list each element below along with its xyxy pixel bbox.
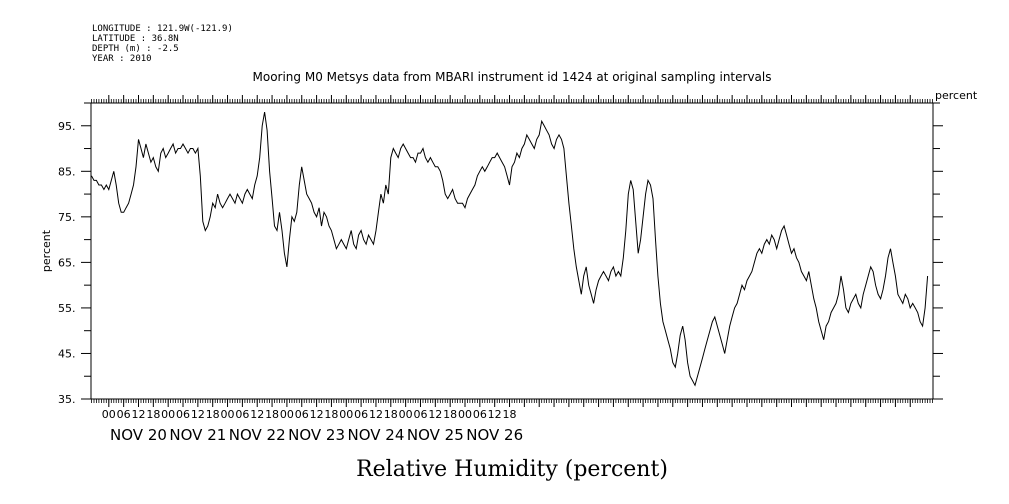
y-tick-label: 45.: [58, 347, 76, 360]
y-tick-label: 35.: [58, 393, 76, 406]
x-tick-label: 06: [235, 408, 249, 421]
day-label: NOV 24: [348, 426, 405, 444]
x-minor-ticks: [91, 99, 933, 403]
x-tick-label: 00: [161, 408, 175, 421]
day-label: NOV 23: [288, 426, 345, 444]
x-tick-label: 12: [191, 408, 205, 421]
x-tick-label: 00: [102, 408, 116, 421]
right-unit-label: percent: [935, 89, 978, 102]
x-tick-label: 06: [354, 408, 368, 421]
x-tick-label: 18: [265, 408, 279, 421]
x-axis-title: Relative Humidity (percent): [356, 457, 668, 482]
x-tick-label: 12: [250, 408, 264, 421]
x-tick-label: 18: [503, 408, 517, 421]
x-tick-label: 12: [131, 408, 145, 421]
x-tick-label: 18: [384, 408, 398, 421]
latitude-label: LATITUDE : 36.8N: [92, 34, 179, 44]
series-layer: [91, 112, 929, 387]
x-tick-label: 06: [176, 408, 190, 421]
tick-marks: [81, 95, 943, 407]
x-tick-label: 18: [206, 408, 220, 421]
y-axis-label: percent: [40, 229, 53, 272]
humidity-series-line: [91, 112, 929, 387]
x-tick-label: 12: [488, 408, 502, 421]
x-tick-label: 12: [310, 408, 324, 421]
day-label: NOV 20: [110, 426, 167, 444]
y-tick-label: 85.: [58, 165, 76, 178]
y-tick-label: 75.: [58, 211, 76, 224]
chart-title: Mooring M0 Metsys data from MBARI instru…: [253, 70, 772, 84]
x-tick-label: 06: [413, 408, 427, 421]
day-label: NOV 26: [466, 426, 523, 444]
x-tick-label: 00: [339, 408, 353, 421]
y-tick-label: 65.: [58, 256, 76, 269]
year-label: YEAR : 2010: [92, 54, 152, 64]
day-label: NOV 25: [407, 426, 464, 444]
y-tick-label: 95.: [58, 120, 76, 133]
y-tick-label: 55.: [58, 302, 76, 315]
day-label: NOV 21: [169, 426, 226, 444]
x-tick-label: 12: [428, 408, 442, 421]
plot-frame: [90, 102, 934, 400]
x-tick-label: 12: [369, 408, 383, 421]
x-tick-label: 00: [399, 408, 413, 421]
day-label: NOV 22: [229, 426, 286, 444]
x-tick-label: 00: [280, 408, 294, 421]
x-tick-label: 00: [458, 408, 472, 421]
axis-labels: 00 06 12 18 00 06 12 18 00 06 12 18 00 06 12 18 00 06 12 18…: [58, 120, 523, 444]
x-tick-label: 06: [295, 408, 309, 421]
x-tick-label: 00: [221, 408, 235, 421]
x-tick-label: 06: [117, 408, 131, 421]
depth-label: DEPTH (m) : -2.5: [92, 44, 179, 54]
x-tick-label: 18: [443, 408, 457, 421]
x-tick-label: 06: [473, 408, 487, 421]
x-tick-label: 18: [146, 408, 160, 421]
longitude-label: LONGITUDE : 121.9W(-121.9): [92, 24, 233, 34]
x-tick-label: 18: [324, 408, 338, 421]
